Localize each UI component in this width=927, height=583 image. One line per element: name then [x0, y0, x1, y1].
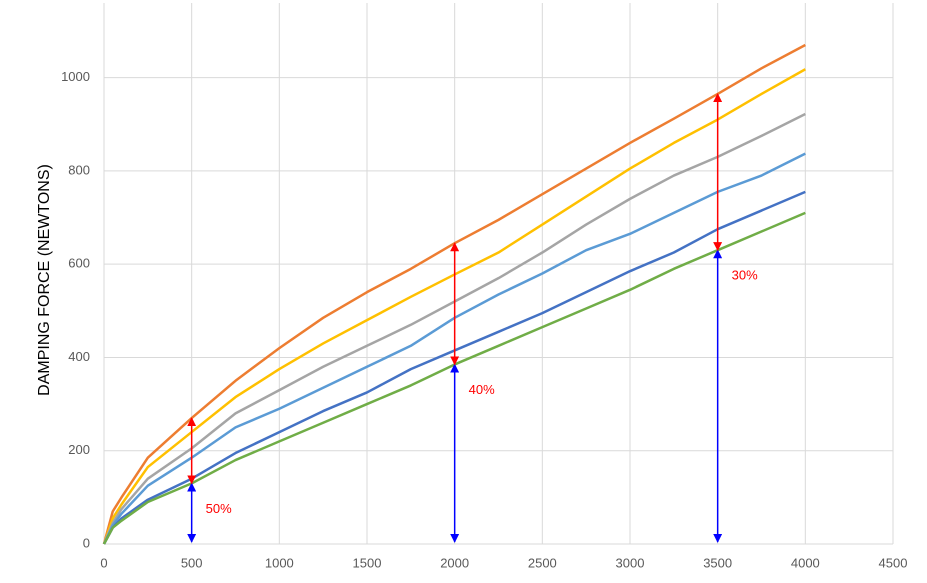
y-tick-label: 0 [83, 535, 90, 550]
series-line [102, 112, 806, 545]
y-tick-label: 600 [68, 256, 90, 271]
x-tick-label: 0 [100, 555, 107, 570]
x-tick-label: 2500 [528, 555, 557, 570]
plot [102, 43, 806, 545]
x-tick-label: 4500 [879, 555, 908, 570]
x-tick-label: 1500 [353, 555, 382, 570]
series-line [102, 43, 806, 545]
series-line [102, 152, 806, 545]
x-tick-label: 3500 [703, 555, 732, 570]
y-axis-label: DAMPING FORCE (NEWTONS) [36, 164, 53, 396]
annotations: 50% 40% 30% [187, 93, 758, 543]
y-tick-label: 400 [68, 349, 90, 364]
x-tick-label: 500 [181, 555, 203, 570]
series-line [102, 211, 806, 545]
annotation-label: 40% [469, 382, 495, 397]
series-line [102, 68, 806, 545]
x-tick-label: 3000 [616, 555, 645, 570]
y-tick-label: 200 [68, 442, 90, 457]
y-tick-label: 800 [68, 162, 90, 177]
x-tick-label: 2000 [440, 555, 469, 570]
x-tick-label: 4000 [791, 555, 820, 570]
x-tick-label: 1000 [265, 555, 294, 570]
series-line [102, 190, 806, 545]
annotation-label: 50% [206, 501, 232, 516]
annotation-label: 30% [732, 268, 758, 283]
y-tick-label: 1000 [61, 69, 90, 84]
